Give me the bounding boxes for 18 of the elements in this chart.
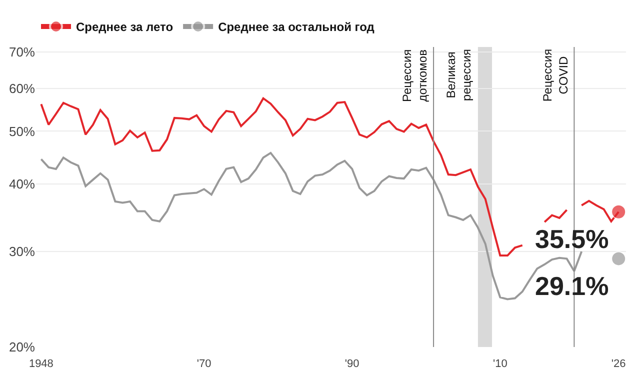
- y-tick-label: 30%: [8, 244, 36, 260]
- x-tick-label: '70: [196, 358, 212, 370]
- x-tick-label: '26: [611, 358, 626, 370]
- ref-line-label: Рецессия COVID: [540, 48, 570, 102]
- y-tick-label: 70%: [8, 44, 36, 60]
- data-label: 35.5%: [535, 224, 609, 254]
- y-tick-label: 50%: [8, 124, 36, 139]
- legend-label: Среднее за остальной год: [218, 20, 375, 34]
- x-tick-label: '10: [492, 358, 508, 370]
- x-tick-label: 1948: [28, 358, 54, 370]
- y-tick-label: 40%: [8, 176, 36, 192]
- data-label: 29.1%: [535, 271, 609, 301]
- ref-line-label: Рецессия доткомов: [400, 49, 430, 102]
- band-label: Великая рецессия: [444, 48, 474, 101]
- y-tick-label: 20%: [8, 340, 36, 355]
- legend-label: Среднее за лето: [76, 20, 174, 34]
- y-tick-label: 60%: [8, 80, 36, 96]
- x-tick-label: '90: [344, 358, 360, 370]
